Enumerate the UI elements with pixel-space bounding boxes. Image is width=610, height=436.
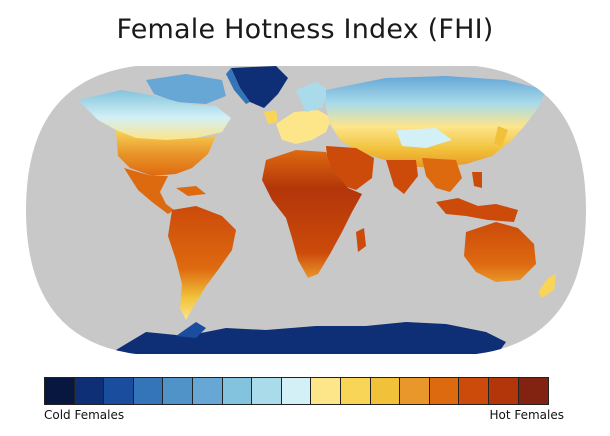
region-iceland-uk bbox=[264, 110, 278, 124]
region-greenland bbox=[231, 66, 288, 108]
region-canada bbox=[78, 90, 231, 140]
legend-swatch-10 bbox=[311, 378, 341, 404]
legend-swatch-9 bbox=[281, 378, 312, 404]
region-south-america bbox=[168, 206, 236, 320]
region-tibet bbox=[396, 128, 452, 148]
region-indonesia bbox=[436, 198, 518, 222]
legend-high-label: Hot Females bbox=[489, 408, 564, 422]
region-japan bbox=[494, 126, 508, 146]
region-caribbean bbox=[176, 186, 206, 196]
region-usa bbox=[116, 130, 216, 176]
region-antarctica bbox=[116, 322, 506, 354]
legend-swatch-2 bbox=[74, 378, 105, 404]
region-africa bbox=[262, 150, 362, 278]
region-greenland-edge bbox=[226, 68, 250, 104]
legend-swatch-4 bbox=[133, 378, 164, 404]
region-southeast-asia bbox=[422, 158, 462, 192]
region-scandinavia bbox=[296, 82, 328, 112]
color-legend bbox=[44, 377, 550, 405]
region-india bbox=[386, 160, 418, 194]
map-title: Female Hotness Index (FHI) bbox=[116, 14, 494, 45]
legend-swatch-6 bbox=[192, 378, 223, 404]
region-philippines bbox=[472, 172, 482, 188]
region-antarctica-peninsula bbox=[176, 322, 206, 338]
region-new-zealand bbox=[538, 274, 556, 298]
legend-swatch-1 bbox=[45, 378, 75, 404]
legend-swatch-7 bbox=[222, 378, 253, 404]
region-arctic-north-america bbox=[146, 74, 226, 104]
legend-low-label: Cold Females bbox=[44, 408, 125, 422]
legend-swatch-15 bbox=[459, 378, 489, 404]
region-eurasia bbox=[326, 76, 546, 168]
legend-swatch-14 bbox=[429, 378, 460, 404]
legend-swatch-13 bbox=[400, 378, 430, 404]
legend-swatch-8 bbox=[252, 378, 282, 404]
legend-swatch-12 bbox=[370, 378, 401, 404]
legend-swatch-3 bbox=[104, 378, 134, 404]
region-europe bbox=[276, 110, 332, 144]
region-australia bbox=[464, 222, 536, 282]
legend-swatch-16 bbox=[488, 378, 519, 404]
legend-swatch-17 bbox=[518, 378, 549, 404]
legend-swatch-5 bbox=[163, 378, 193, 404]
world-map bbox=[26, 66, 586, 354]
region-madagascar bbox=[356, 228, 366, 252]
legend-swatch-11 bbox=[340, 378, 371, 404]
region-mexico-central-america bbox=[124, 168, 174, 214]
